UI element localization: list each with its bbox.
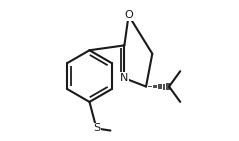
Text: O: O <box>124 10 133 20</box>
Text: S: S <box>93 123 100 133</box>
Text: N: N <box>120 73 129 83</box>
